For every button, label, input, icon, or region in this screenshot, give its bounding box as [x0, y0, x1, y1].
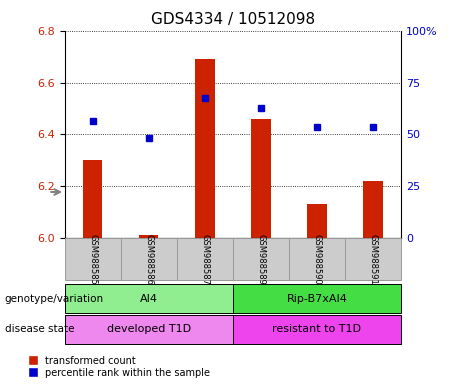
Text: disease state: disease state [5, 324, 74, 334]
Text: AI4: AI4 [140, 293, 158, 304]
FancyBboxPatch shape [233, 284, 401, 313]
FancyBboxPatch shape [65, 238, 121, 280]
FancyBboxPatch shape [121, 238, 177, 280]
Legend: transformed count, percentile rank within the sample: transformed count, percentile rank withi… [28, 356, 210, 378]
Text: GSM988591: GSM988591 [368, 234, 378, 285]
Text: developed T1D: developed T1D [106, 324, 191, 334]
Text: Rip-B7xAI4: Rip-B7xAI4 [286, 293, 348, 304]
Title: GDS4334 / 10512098: GDS4334 / 10512098 [151, 12, 315, 27]
Bar [83, 161, 102, 238]
Bar [195, 59, 214, 238]
Bar [363, 181, 383, 238]
Text: GSM988587: GSM988587 [200, 234, 209, 285]
FancyBboxPatch shape [233, 315, 401, 344]
Bar [251, 119, 271, 238]
Text: genotype/variation: genotype/variation [5, 294, 104, 304]
FancyBboxPatch shape [177, 238, 233, 280]
FancyBboxPatch shape [65, 315, 233, 344]
Text: resistant to T1D: resistant to T1D [272, 324, 361, 334]
FancyBboxPatch shape [65, 284, 233, 313]
Text: GSM988589: GSM988589 [256, 234, 266, 285]
FancyBboxPatch shape [289, 238, 345, 280]
Text: GSM988590: GSM988590 [313, 234, 321, 285]
FancyBboxPatch shape [233, 238, 289, 280]
Text: GSM988586: GSM988586 [144, 234, 153, 285]
Text: GSM988585: GSM988585 [88, 234, 97, 285]
FancyBboxPatch shape [345, 238, 401, 280]
Bar [307, 204, 327, 238]
Bar [139, 235, 159, 238]
